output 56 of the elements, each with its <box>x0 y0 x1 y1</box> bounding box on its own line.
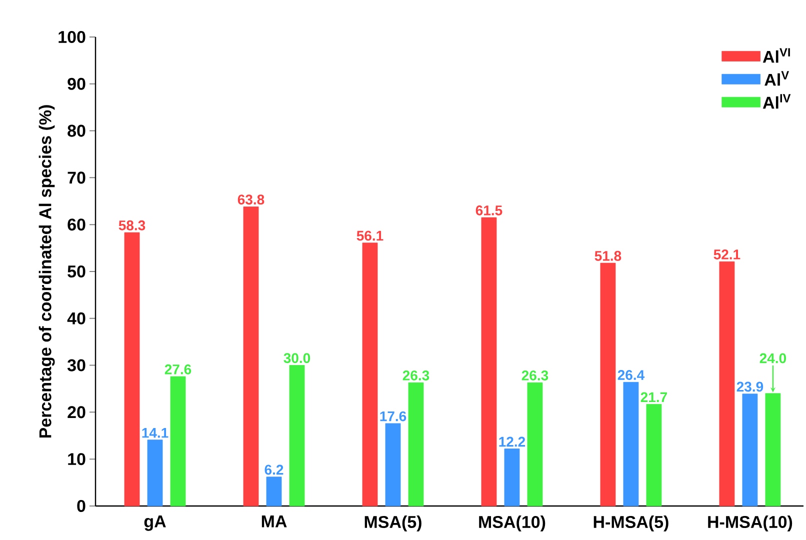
x-tick-label: H-MSA(10) <box>708 516 792 532</box>
y-tick-label: 40 <box>67 312 86 324</box>
bar <box>147 440 163 506</box>
bar <box>362 242 378 506</box>
bar <box>719 261 735 506</box>
y-tick-label: 60 <box>68 218 86 231</box>
y-tick-label: 100 <box>58 30 86 44</box>
bar <box>742 394 758 506</box>
data-label: 26.3 <box>402 370 430 380</box>
data-label: 17.6 <box>380 411 406 422</box>
data-label: 6.2 <box>264 464 284 475</box>
bar <box>170 376 186 506</box>
data-label: 61.5 <box>476 205 502 216</box>
legend-label: Al$^{VI}$ <box>762 48 790 63</box>
y-tick-label: 20 <box>68 406 86 418</box>
y-tick-label: 90 <box>68 78 86 90</box>
bar <box>504 448 520 506</box>
data-label: 27.6 <box>164 364 192 374</box>
bar <box>481 217 497 506</box>
legend-label: Al$^{IV}$ <box>762 94 791 109</box>
y-tick-label: 70 <box>68 172 86 184</box>
bar <box>289 365 305 506</box>
data-label: 26.3 <box>522 370 548 380</box>
y-tick-label: 50 <box>68 265 86 278</box>
bar <box>408 382 424 506</box>
data-label: 26.4 <box>618 370 645 380</box>
x-tick-label: gA <box>144 516 166 531</box>
bar <box>623 382 639 506</box>
legend-label: Al$^{V}$ <box>764 71 789 86</box>
data-label: 52.1 <box>714 250 740 260</box>
bar <box>600 262 616 506</box>
bar <box>124 232 140 506</box>
data-label: 56.1 <box>356 230 384 241</box>
data-label: 63.8 <box>238 194 264 205</box>
y-axis-title: Percentage of coordinated Al species (%) <box>38 105 55 438</box>
y-tick-label: 0 <box>77 500 86 512</box>
data-label: 14.1 <box>142 428 168 438</box>
x-tick-label: MSA(5) <box>364 516 422 532</box>
bar <box>527 382 543 506</box>
x-tick-label: H-MSA(5) <box>594 516 668 532</box>
bar <box>266 476 282 506</box>
bar <box>243 206 259 506</box>
data-label: 23.9 <box>736 382 764 392</box>
bar <box>646 404 662 506</box>
data-label: 21.7 <box>640 392 667 402</box>
x-tick-label: MSA(10) <box>479 516 546 532</box>
data-label: 30.0 <box>284 353 310 364</box>
y-tick-label: 10 <box>68 453 86 466</box>
y-tick-label: 80 <box>68 124 86 137</box>
bar <box>385 423 401 506</box>
data-label: 24.0 <box>760 353 786 364</box>
data-label: 58.3 <box>118 220 146 230</box>
y-tick-label: 30 <box>67 359 86 372</box>
data-label: 12.2 <box>499 436 526 447</box>
x-tick-label: MA <box>262 516 287 528</box>
data-label: 51.8 <box>594 250 622 261</box>
